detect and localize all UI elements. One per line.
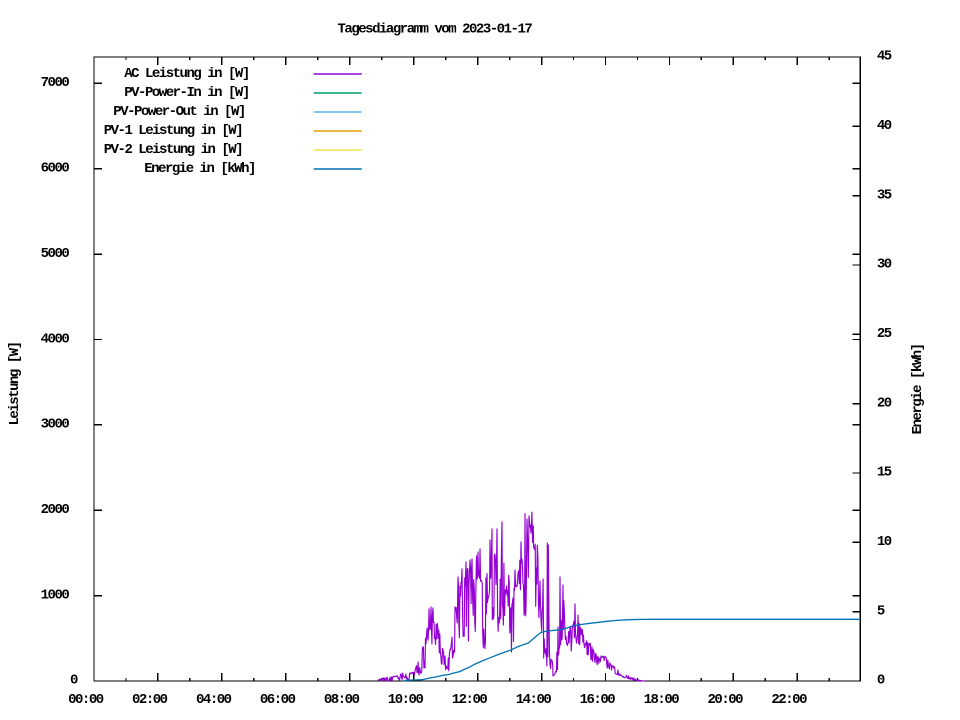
- svg-text:10: 10: [877, 534, 892, 550]
- svg-text:00:00: 00:00: [68, 692, 104, 708]
- svg-text:Leistung [W]: Leistung [W]: [7, 342, 23, 425]
- svg-text:5000: 5000: [41, 246, 70, 262]
- svg-text:6000: 6000: [41, 161, 70, 177]
- svg-text:18:00: 18:00: [644, 692, 680, 708]
- svg-text:40: 40: [877, 118, 892, 134]
- svg-text:04:00: 04:00: [196, 692, 232, 708]
- svg-text:Energie [kWh]: Energie [kWh]: [910, 344, 926, 434]
- svg-text:12:00: 12:00: [452, 692, 488, 708]
- svg-text:Energie in [kWh]: Energie in [kWh]: [144, 161, 255, 177]
- svg-text:3000: 3000: [41, 417, 70, 433]
- svg-text:06:00: 06:00: [260, 692, 296, 708]
- svg-text:1000: 1000: [41, 587, 70, 603]
- svg-text:PV-2 Leistung in [W]: PV-2 Leistung in [W]: [104, 142, 242, 158]
- svg-text:22:00: 22:00: [771, 692, 807, 708]
- svg-text:30: 30: [877, 257, 892, 273]
- svg-text:02:00: 02:00: [132, 692, 168, 708]
- svg-text:AC Leistung in [W]: AC Leistung in [W]: [124, 66, 249, 82]
- svg-text:0: 0: [70, 673, 78, 689]
- svg-text:2000: 2000: [41, 502, 70, 518]
- svg-text:0: 0: [877, 673, 885, 689]
- svg-text:5: 5: [877, 603, 885, 619]
- svg-text:Tagesdiagramm vom 2023-01-17: Tagesdiagramm vom 2023-01-17: [337, 22, 532, 38]
- svg-text:7000: 7000: [41, 75, 70, 91]
- svg-text:20: 20: [877, 395, 892, 411]
- svg-text:45: 45: [877, 49, 892, 65]
- svg-text:25: 25: [877, 326, 892, 342]
- svg-text:14:00: 14:00: [516, 692, 552, 708]
- svg-text:4000: 4000: [41, 331, 70, 347]
- svg-text:16:00: 16:00: [580, 692, 616, 708]
- svg-text:08:00: 08:00: [324, 692, 360, 708]
- svg-text:PV-Power-Out in [W]: PV-Power-Out in [W]: [113, 104, 245, 120]
- svg-text:PV-1 Leistung in [W]: PV-1 Leistung in [W]: [104, 123, 242, 139]
- svg-text:15: 15: [877, 465, 892, 481]
- svg-text:35: 35: [877, 187, 892, 203]
- svg-text:10:00: 10:00: [388, 692, 424, 708]
- svg-text:20:00: 20:00: [707, 692, 743, 708]
- svg-text:PV-Power-In in [W]: PV-Power-In in [W]: [124, 85, 249, 101]
